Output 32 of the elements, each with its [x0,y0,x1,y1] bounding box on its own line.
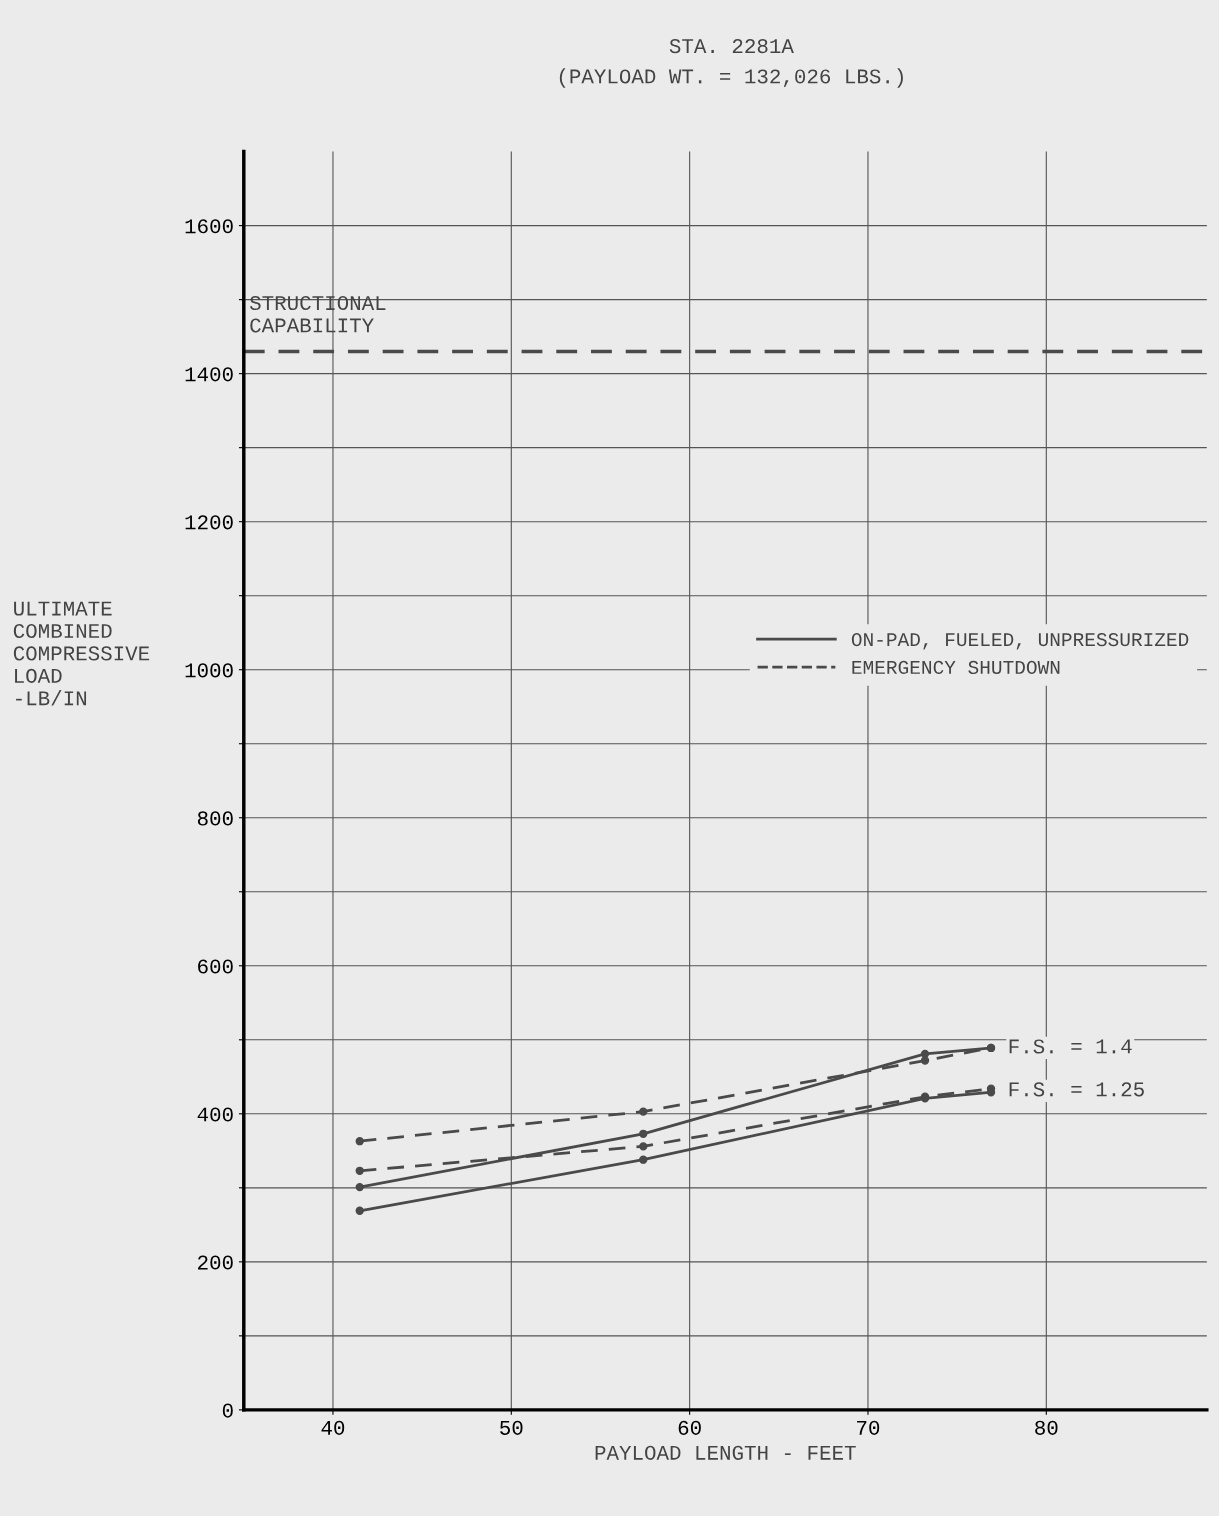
y-tick-label: 1000 [185,663,233,678]
x-tick-label: 60 [678,1420,701,1435]
annotation: F.S. = 1.25 [1009,1082,1144,1097]
y-tick-label: 1400 [185,367,233,382]
annotation: F.S. = 1.4 [1009,1039,1132,1054]
x-tick-label: 70 [857,1420,880,1435]
legend-label: EMERGENCY SHUTDOWN [852,660,1060,675]
chart-title: STA. 2281A [669,39,794,54]
point [639,1107,648,1116]
ref-line-label: STRUCTIONAL CAPABILITY [249,295,386,333]
point [355,1137,364,1146]
y-tick-label: 800 [197,811,233,826]
point [920,1056,930,1065]
point [355,1166,364,1175]
point [639,1129,648,1138]
legend-label: ON-PAD, FUELED, UNPRESSURIZED [851,633,1189,650]
y-tick-label: 600 [198,959,233,974]
point [355,1206,364,1215]
point [639,1155,648,1164]
x-tick-label: 50 [500,1420,523,1435]
point [355,1182,364,1192]
y-tick-label: 400 [197,1107,233,1122]
point [639,1142,648,1151]
y-tick-label: 200 [198,1255,233,1270]
chart-subtitle: (PAYLOAD WT. = 132,026 LBS.) [559,68,903,88]
y-tick-label: 1600 [185,219,233,234]
y-tick-label: 0 [222,1403,233,1418]
y-tick-label: 1200 [185,515,233,530]
x-axis-title: PAYLOAD LENGTH - FEET [595,1445,856,1460]
x-tick-label: 80 [1035,1420,1058,1435]
y-axis-title: ULTIMATE COMBINED COMPRESSIVE LOAD -LB/IN [13,601,150,706]
x-tick-label: 40 [321,1420,345,1435]
